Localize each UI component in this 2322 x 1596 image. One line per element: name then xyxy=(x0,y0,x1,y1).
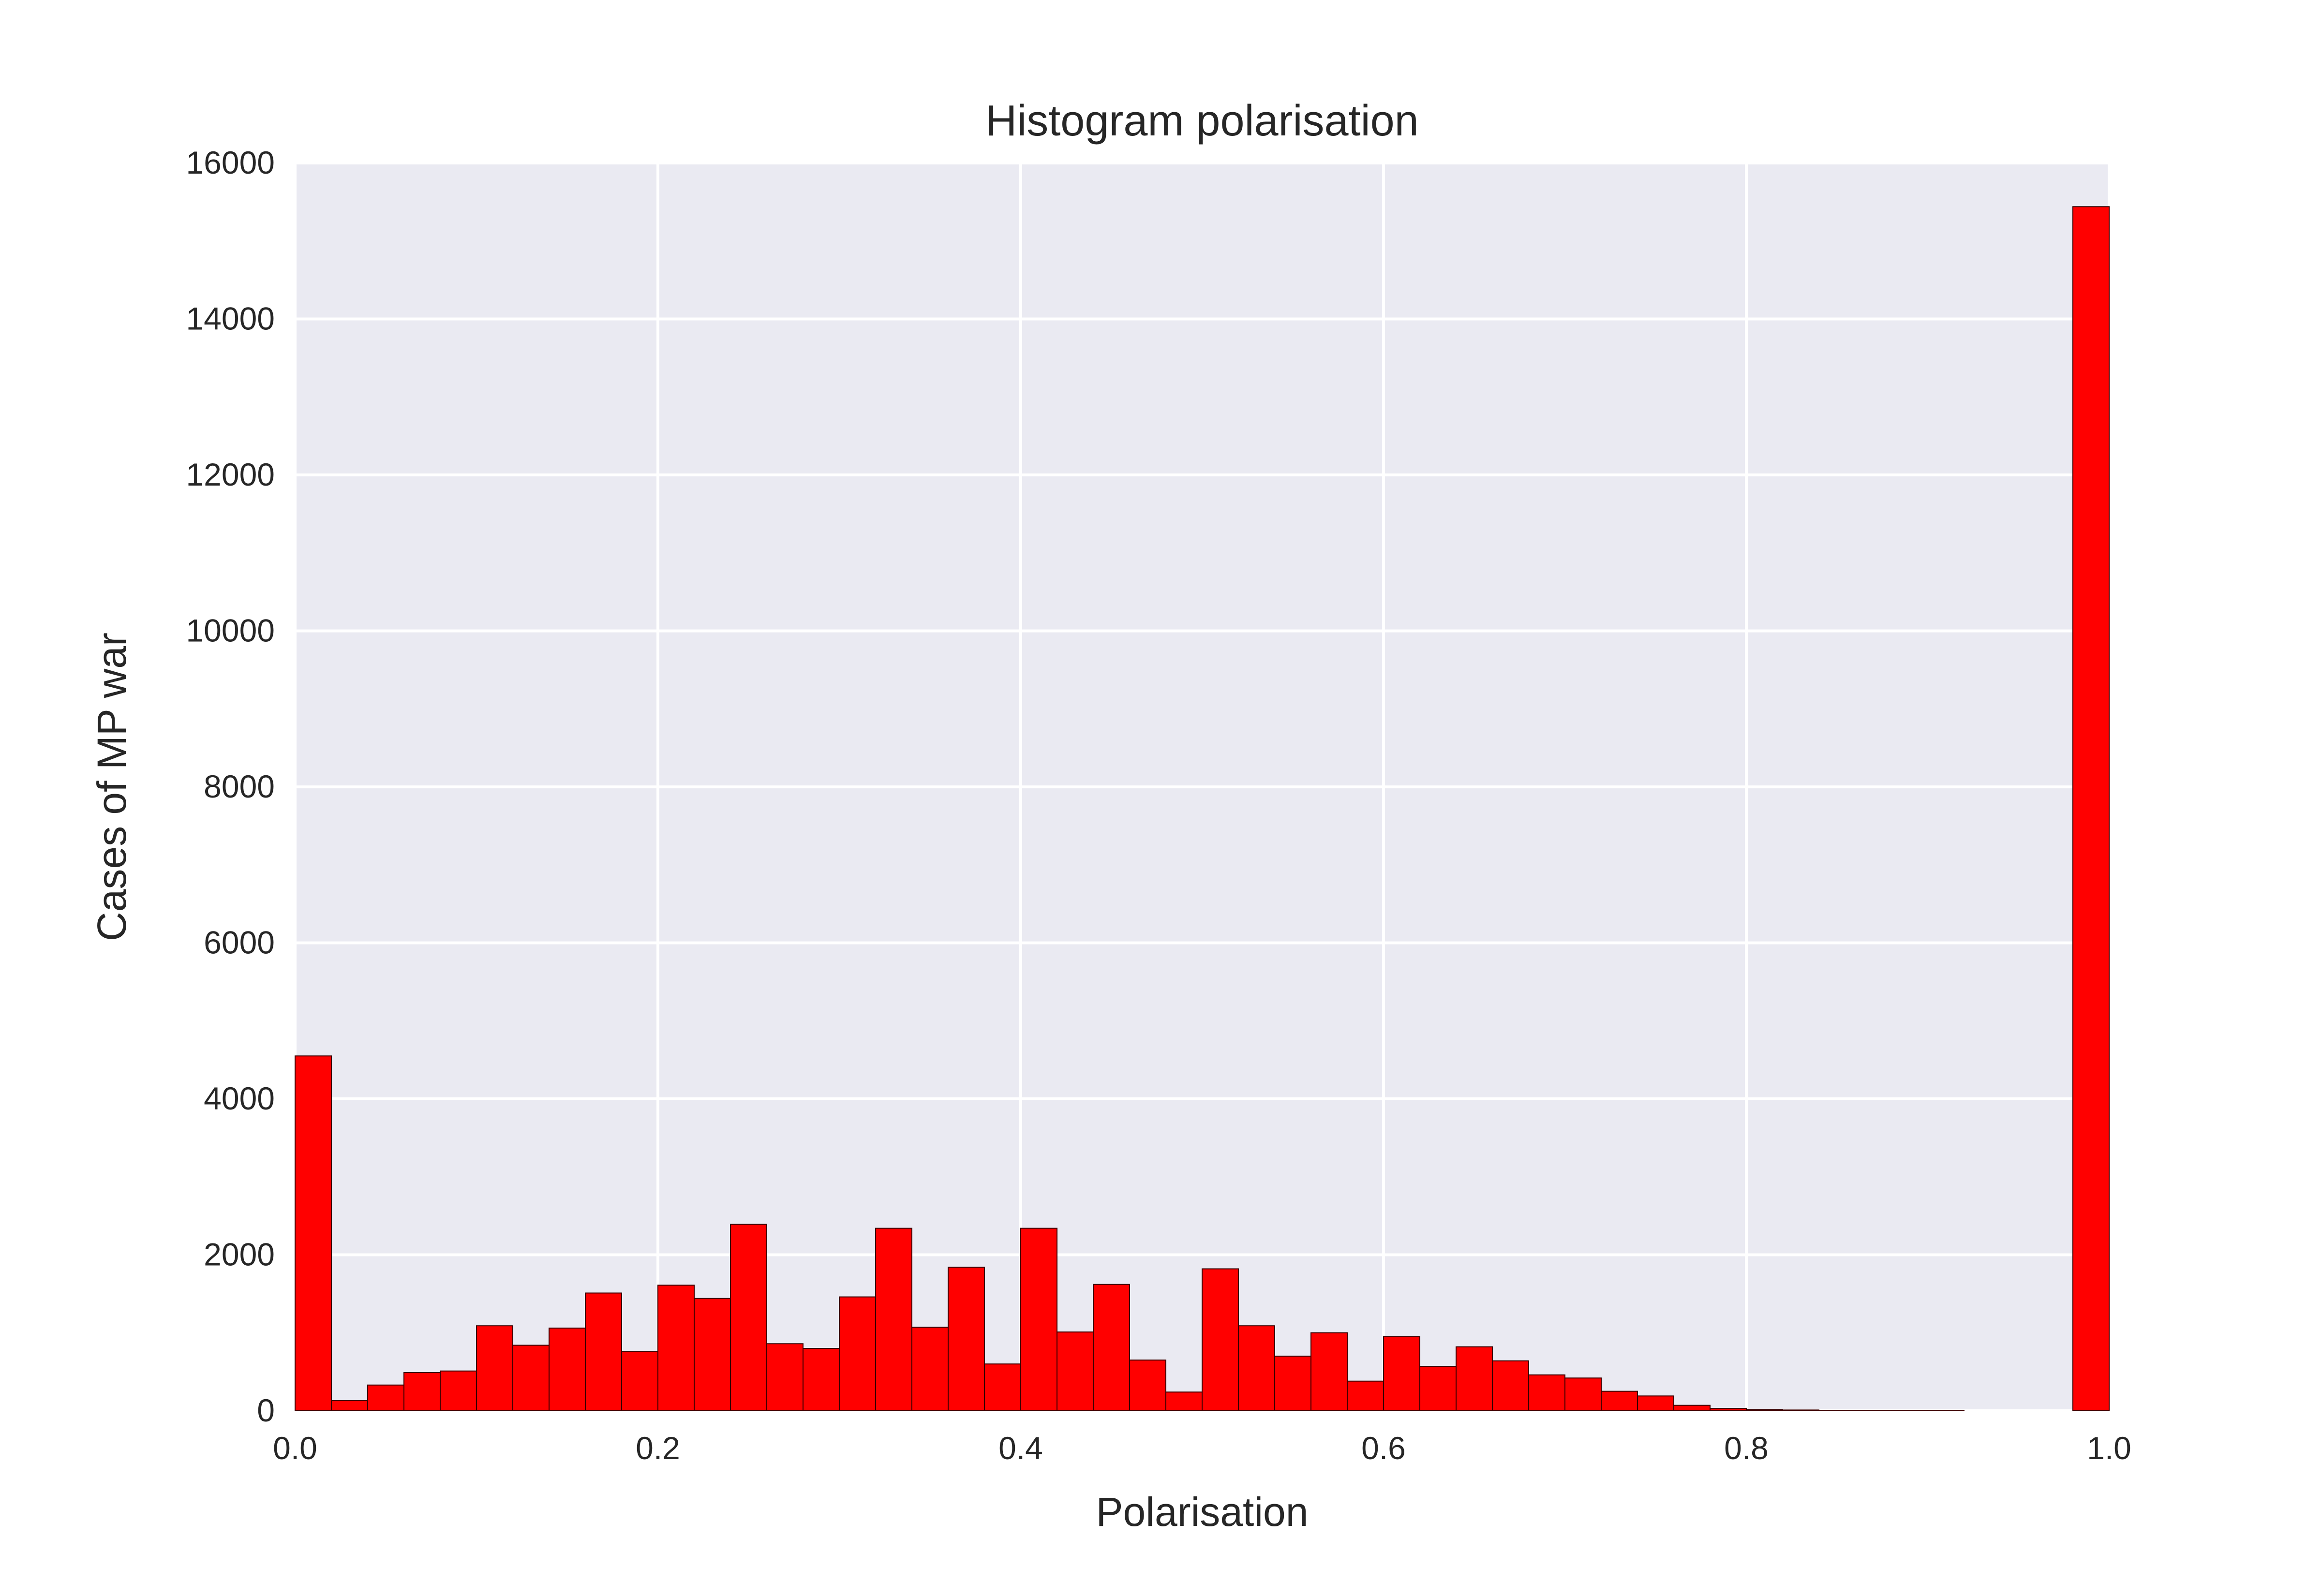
y-tick-label: 16000 xyxy=(186,145,275,180)
histogram-bar xyxy=(1456,1346,1493,1411)
histogram-bar xyxy=(766,1343,804,1411)
histogram-bar xyxy=(1891,1410,1928,1412)
x-tick-label: 1.0 xyxy=(2087,1430,2131,1466)
x-tick-label: 0.8 xyxy=(1724,1430,1769,1466)
histogram-bar xyxy=(1818,1410,1856,1412)
histogram-bar xyxy=(331,1400,368,1412)
histogram-bar xyxy=(403,1372,441,1412)
y-tick-labels: 0 2000 4000 6000 8000 10000 12000 14000 16000 xyxy=(186,145,275,1428)
histogram-bar xyxy=(1347,1380,1384,1412)
y-tick-label: 4000 xyxy=(204,1080,275,1116)
histogram-bar xyxy=(512,1345,550,1412)
x-tick-label: 0.0 xyxy=(273,1430,317,1466)
histogram-bar xyxy=(1202,1268,1239,1411)
x-axis-title: Polarisation xyxy=(1096,1489,1309,1535)
histogram-bar xyxy=(549,1328,586,1411)
histogram-bar xyxy=(1383,1336,1420,1411)
histogram-bar xyxy=(657,1285,695,1411)
histogram-bar xyxy=(694,1298,731,1412)
histogram-bar xyxy=(1093,1284,1130,1411)
histogram-bar xyxy=(1673,1404,1711,1411)
histogram-bar xyxy=(1782,1409,1819,1411)
histogram-bar xyxy=(2072,206,2110,1411)
y-axis-title: Cases of MP war xyxy=(89,633,134,941)
histogram-bar xyxy=(1746,1409,1783,1412)
histogram-bar xyxy=(1601,1390,1638,1411)
histogram-bar xyxy=(440,1370,477,1411)
histogram-bar xyxy=(984,1363,1021,1411)
histogram-bar xyxy=(1310,1332,1348,1411)
histogram-bar xyxy=(948,1267,985,1412)
histogram-bar xyxy=(1528,1374,1565,1411)
histogram-bar xyxy=(1238,1325,1275,1412)
x-tick-label: 0.4 xyxy=(998,1430,1043,1466)
histogram-bar xyxy=(621,1351,658,1411)
histogram-bar xyxy=(295,1055,332,1411)
y-tick-label: 14000 xyxy=(186,301,275,337)
histogram-bar xyxy=(585,1292,622,1411)
histogram-bar xyxy=(911,1327,949,1411)
histogram-bar xyxy=(367,1384,404,1412)
y-tick-label: 8000 xyxy=(204,768,275,804)
y-tick-label: 2000 xyxy=(204,1237,275,1272)
histogram-bar xyxy=(1710,1408,1747,1412)
histogram-bars xyxy=(295,206,2110,1412)
histogram-bar xyxy=(476,1325,513,1412)
histogram-bar xyxy=(1129,1360,1166,1411)
histogram-bar xyxy=(1165,1391,1203,1412)
histogram-bar xyxy=(1927,1410,1965,1412)
x-tick-labels: 0.0 0.2 0.4 0.6 0.8 1.0 xyxy=(273,1430,2131,1466)
y-tick-label: 10000 xyxy=(186,613,275,649)
x-tick-label: 0.6 xyxy=(1361,1430,1406,1466)
chart-title: Histogram polarisation xyxy=(985,97,1418,145)
histogram-bar xyxy=(1637,1395,1674,1412)
histogram-bar xyxy=(1274,1356,1311,1411)
y-tick-label: 6000 xyxy=(204,925,275,961)
histogram-bar xyxy=(1419,1366,1457,1411)
histogram-bar xyxy=(875,1227,912,1412)
histogram-bar xyxy=(1492,1360,1529,1412)
histogram-bar xyxy=(803,1348,840,1411)
y-tick-label: 12000 xyxy=(186,457,275,492)
histogram-bar xyxy=(1855,1410,1892,1412)
histogram-bar xyxy=(1020,1227,1057,1412)
histogram-bar xyxy=(730,1224,767,1412)
histogram-bar xyxy=(1564,1377,1602,1411)
y-tick-label: 0 xyxy=(257,1392,275,1428)
histogram-bar xyxy=(839,1296,876,1411)
x-tick-label: 0.2 xyxy=(636,1430,680,1466)
histogram-bar xyxy=(1057,1331,1094,1411)
